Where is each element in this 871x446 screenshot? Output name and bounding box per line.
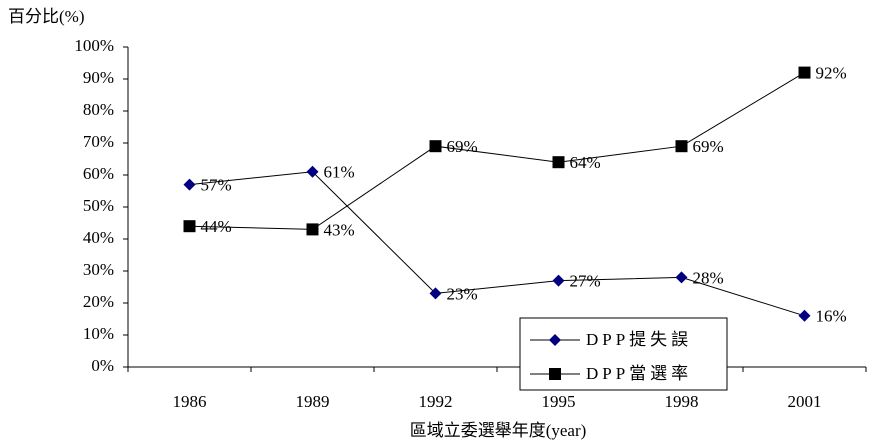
y-tick-label: 30% — [83, 260, 114, 279]
data-point — [183, 178, 196, 191]
data-point — [552, 156, 565, 169]
data-point — [798, 309, 811, 322]
data-label: 92% — [816, 64, 847, 83]
y-tick-label: 0% — [91, 356, 114, 375]
x-tick-label: 1998 — [665, 392, 699, 411]
data-label: 23% — [447, 284, 478, 303]
legend-marker — [549, 334, 561, 346]
x-tick-label: 1989 — [296, 392, 330, 411]
y-tick-label: 60% — [83, 164, 114, 183]
data-point — [183, 220, 196, 233]
data-label: 43% — [324, 220, 355, 239]
x-tick-label: 1992 — [419, 392, 453, 411]
y-tick-label: 70% — [83, 132, 114, 151]
data-label: 44% — [201, 217, 232, 236]
data-point — [675, 140, 688, 153]
y-tick-label: 100% — [74, 36, 114, 55]
data-point — [306, 165, 319, 178]
x-axis-title: 區域立委選舉年度(year) — [410, 421, 587, 440]
series-line — [189, 72, 805, 230]
data-point — [675, 271, 688, 284]
y-tick-label: 50% — [83, 196, 114, 215]
data-label: 61% — [324, 163, 355, 182]
y-tick-label: 90% — [83, 68, 114, 87]
data-label: 16% — [816, 307, 847, 326]
y-tick-label: 80% — [83, 100, 114, 119]
legend-marker — [549, 368, 561, 380]
x-tick-label: 2001 — [788, 392, 822, 411]
x-tick-label: 1986 — [173, 392, 207, 411]
data-label: 69% — [447, 137, 478, 156]
data-point — [306, 223, 319, 236]
legend-label: DPP當選率 — [586, 364, 692, 383]
data-label: 28% — [693, 268, 724, 287]
data-point — [552, 274, 565, 287]
x-tick-label: 1995 — [542, 392, 576, 411]
data-point — [429, 287, 442, 300]
data-label: 64% — [570, 153, 601, 172]
y-tick-label: 40% — [83, 228, 114, 247]
legend: DPP提失誤 DPP當選率 — [519, 317, 728, 391]
y-axis-title: 百分比(%) — [8, 7, 84, 26]
series-line — [189, 171, 805, 317]
legend-label: DPP提失誤 — [586, 330, 692, 349]
data-point — [798, 66, 811, 79]
data-label: 27% — [570, 272, 601, 291]
data-label: 57% — [201, 176, 232, 195]
y-tick-label: 20% — [83, 292, 114, 311]
data-label: 69% — [693, 137, 724, 156]
y-tick-label: 10% — [83, 324, 114, 343]
data-point — [429, 140, 442, 153]
